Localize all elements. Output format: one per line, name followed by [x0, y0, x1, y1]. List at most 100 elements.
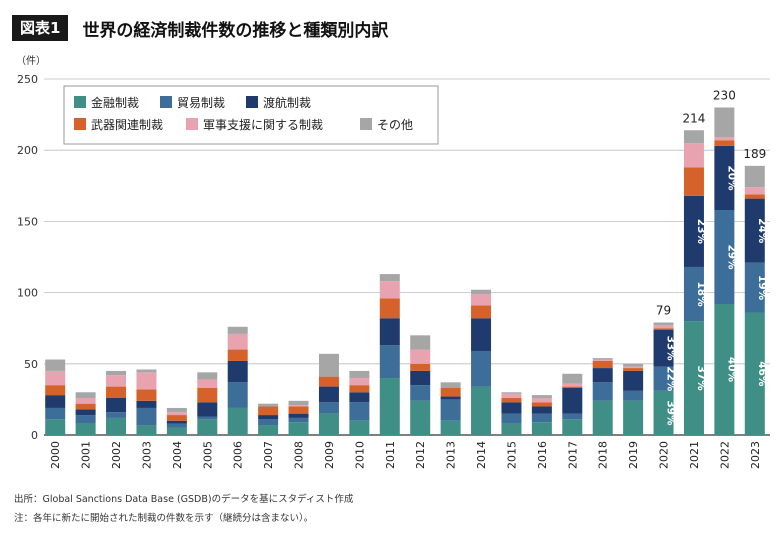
x-tick-label: 2008 — [293, 441, 306, 469]
x-tick-label: 2023 — [749, 441, 762, 469]
bar-segment — [531, 406, 552, 414]
bar-segment — [501, 413, 522, 424]
bar-segment — [744, 165, 765, 188]
bar-segment — [75, 392, 96, 398]
bar-segment — [744, 187, 765, 195]
bar-segment — [197, 372, 218, 380]
bar-segment — [318, 353, 339, 377]
bar-segment — [471, 318, 492, 351]
bar-segment — [531, 422, 552, 435]
bar-segment — [349, 402, 370, 421]
bar-segment — [410, 385, 431, 401]
legend-label: 渡航制裁 — [263, 95, 311, 110]
stacked-bar-chart: （件） 0 50 100 150 200 250 2000 2001 2002 2003 2004 20… — [16, 55, 770, 469]
total-label: 230 — [713, 88, 736, 102]
x-tick-label: 2013 — [445, 441, 458, 469]
bar-segment — [562, 413, 583, 420]
bar-segment — [410, 335, 431, 350]
bar-segment — [258, 425, 279, 435]
bar-segment — [45, 419, 66, 435]
bar-segment — [349, 385, 370, 393]
bar-segment — [714, 137, 735, 141]
x-tick-label: 2007 — [262, 441, 275, 469]
bar-segment — [410, 363, 431, 371]
bar-segment — [562, 388, 583, 414]
bar-segment — [227, 326, 248, 334]
x-tick-label: 2001 — [80, 441, 93, 469]
share-label: 18% — [695, 281, 707, 307]
x-tick-label: 2010 — [353, 441, 366, 469]
bar-segment — [623, 400, 644, 435]
bar-segment — [379, 318, 400, 346]
bar-segment — [45, 407, 66, 420]
bar-segment — [379, 378, 400, 435]
bar-segment — [288, 400, 309, 406]
bar-segment — [653, 328, 674, 330]
bar-segment — [440, 388, 461, 397]
bar-segment — [410, 349, 431, 364]
bar-segment — [562, 373, 583, 384]
x-tick-label: 2004 — [171, 441, 184, 469]
bar-segment — [744, 312, 765, 435]
bar-segment — [318, 376, 339, 387]
share-label: 29% — [725, 244, 737, 270]
bar-segment — [592, 360, 613, 369]
x-tick-label: 2017 — [566, 441, 579, 469]
bar-segment — [288, 406, 309, 414]
legend-label: 軍事支援に関する制裁 — [203, 118, 323, 132]
bar-segment — [349, 378, 370, 386]
share-label: 19% — [756, 275, 768, 301]
total-label: 79 — [656, 304, 671, 318]
x-tick-label: 2006 — [232, 441, 245, 469]
bar-segment — [106, 370, 127, 376]
bar-segment — [623, 370, 644, 391]
bar-segment — [471, 305, 492, 319]
bar-segment — [379, 274, 400, 282]
bar-segment — [197, 388, 218, 403]
x-tick-label: 2003 — [140, 441, 153, 469]
bar-segment — [166, 427, 187, 435]
bar-segment — [379, 345, 400, 379]
bar-segment — [258, 406, 279, 416]
y-tick-label: 50 — [24, 358, 38, 371]
legend-swatch — [160, 96, 172, 108]
bar-segment — [75, 409, 96, 416]
x-tick-label: 2016 — [536, 441, 549, 469]
bar-segment — [136, 372, 157, 390]
share-label: 22% — [665, 366, 677, 392]
y-tick-label: 150 — [17, 215, 38, 228]
bar-segment — [683, 321, 704, 435]
bar-segment — [136, 389, 157, 401]
share-label: 40% — [725, 357, 737, 383]
footnotes: 出所：Global Sanctions Data Base (GSDB)のデータ… — [14, 490, 353, 528]
y-tick-label: 0 — [31, 429, 38, 442]
bar-segment — [623, 366, 644, 369]
bar-segment — [318, 386, 339, 403]
legend-swatch — [74, 118, 86, 130]
bar-segment — [45, 370, 66, 386]
bar-segment — [592, 400, 613, 435]
bar-segment — [623, 390, 644, 401]
bar-segment — [683, 266, 704, 322]
bar-segment — [45, 385, 66, 396]
bar-segment — [227, 349, 248, 361]
bar-segment — [562, 386, 583, 389]
bar-segment — [288, 413, 309, 418]
bar-segment — [440, 399, 461, 421]
bar-segment — [166, 420, 187, 424]
x-tick-label: 2011 — [384, 441, 397, 469]
bar-segment — [136, 425, 157, 435]
x-tick-label: 2014 — [475, 441, 488, 469]
x-tick-label: 2015 — [505, 441, 518, 469]
bar-segment — [501, 393, 522, 398]
bar-segment — [531, 402, 552, 407]
bar-segment — [227, 407, 248, 435]
y-tick-label: 100 — [17, 287, 38, 300]
bar-segment — [501, 392, 522, 394]
y-tick-label: 250 — [17, 73, 38, 86]
x-tick-label: 2005 — [201, 441, 214, 469]
share-label: 33% — [665, 336, 677, 362]
bar-segment — [714, 140, 735, 146]
bar-segment — [197, 402, 218, 417]
legend-swatch — [360, 118, 372, 130]
